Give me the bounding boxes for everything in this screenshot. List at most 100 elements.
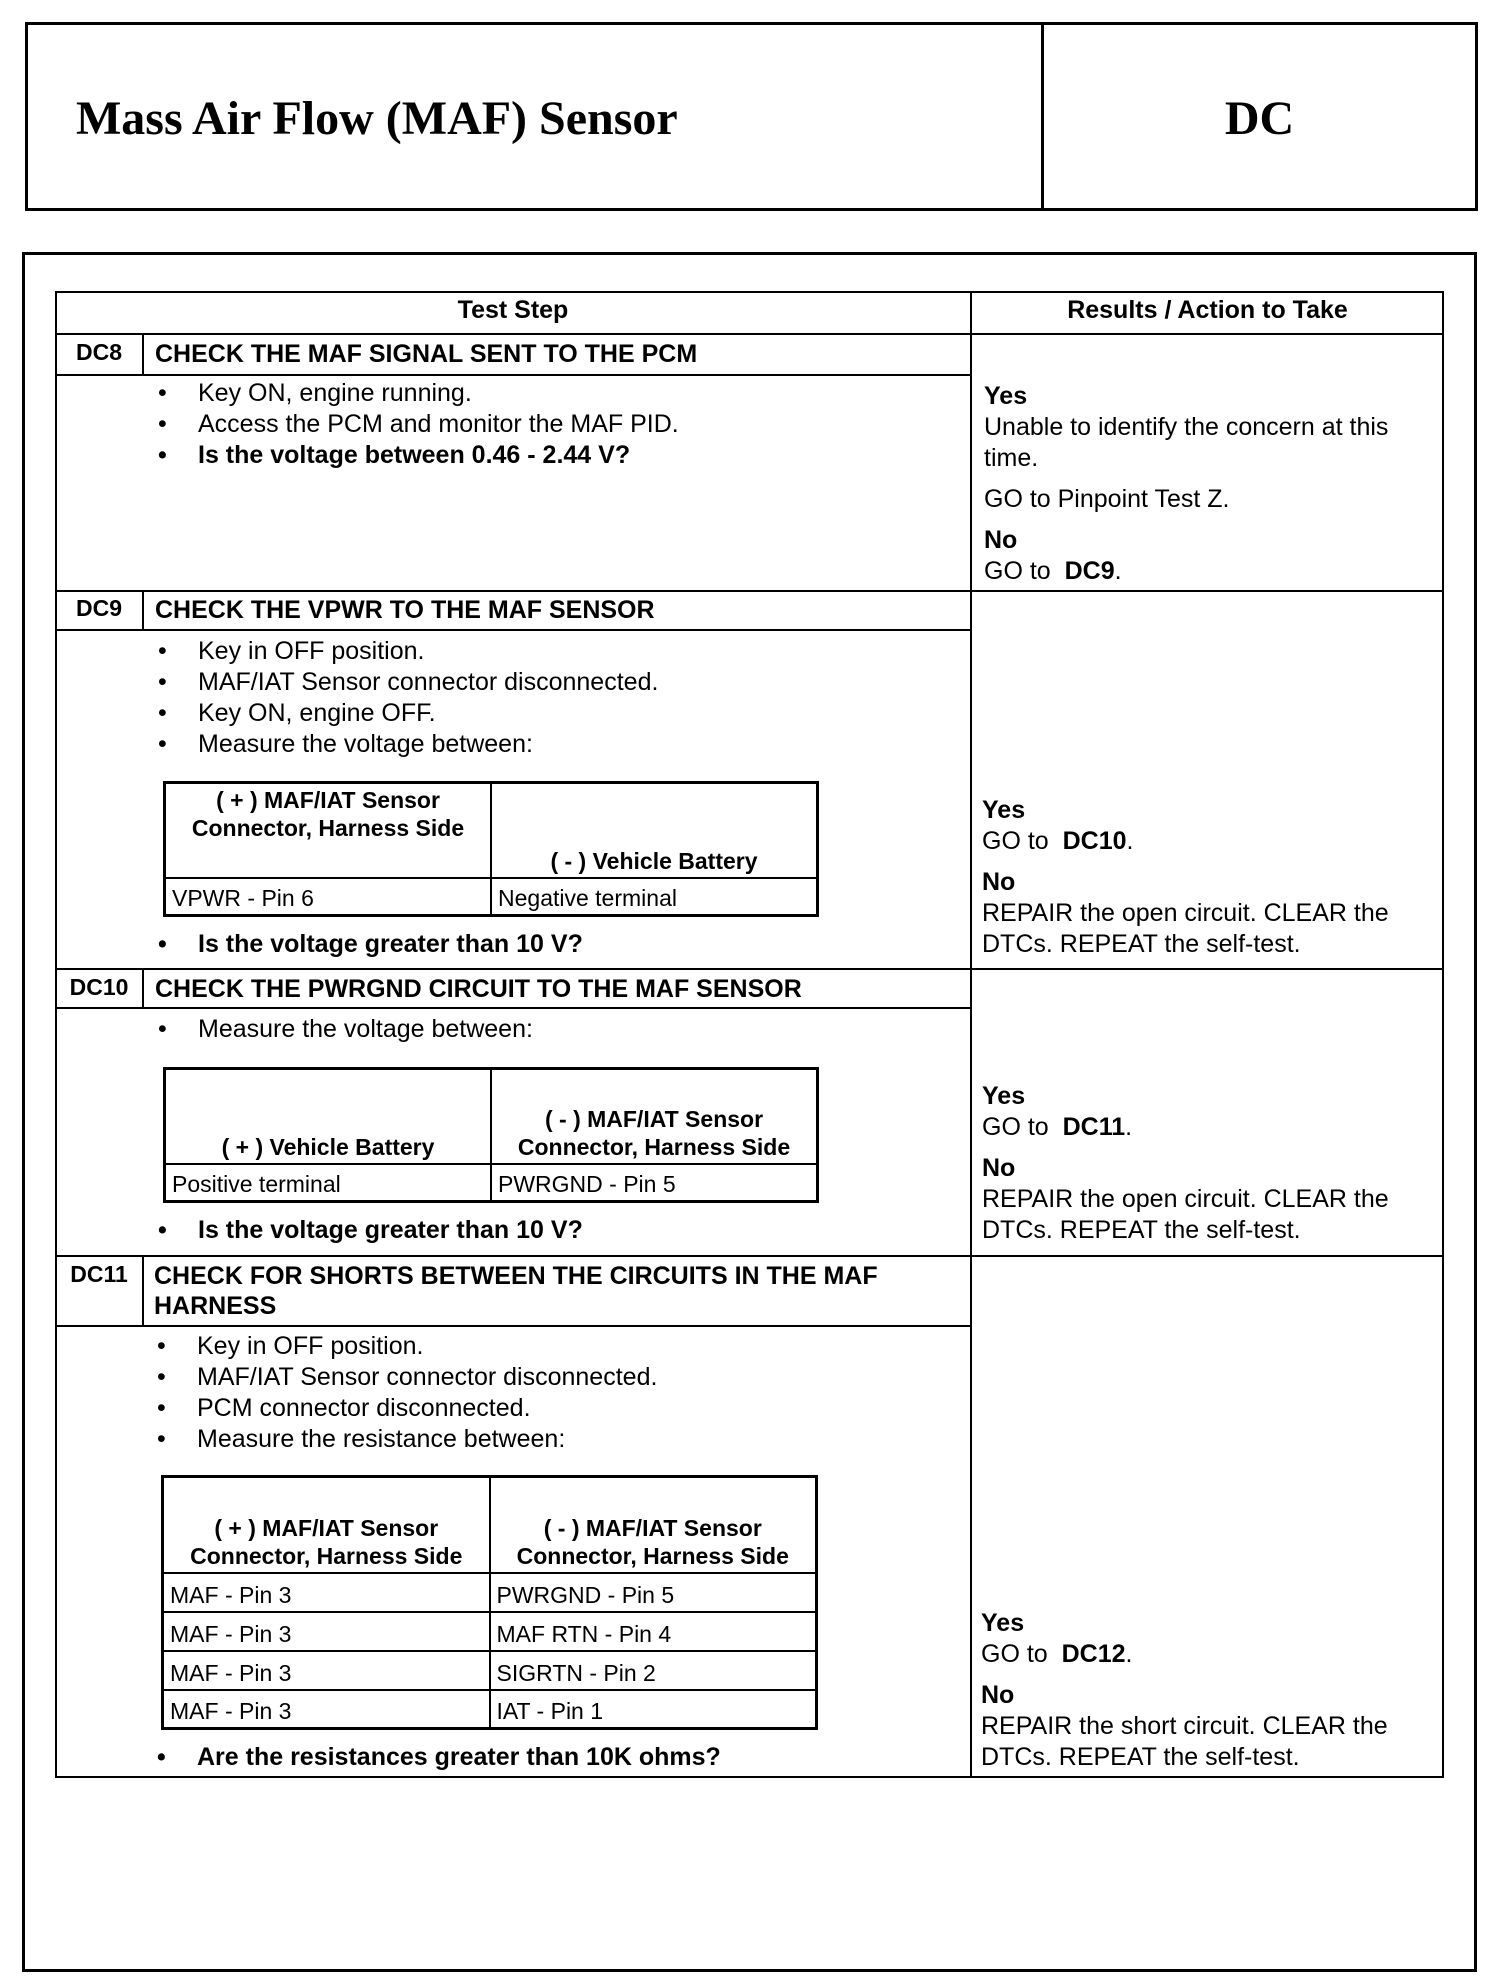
no-label: No bbox=[982, 868, 1016, 896]
step-link[interactable]: DC12 bbox=[1061, 1640, 1126, 1668]
step-link[interactable]: DC9 bbox=[1064, 557, 1115, 585]
yes-text: GO to bbox=[982, 1113, 1049, 1141]
bullet-question: Is the voltage greater than 10 V? bbox=[158, 1215, 958, 1246]
yes-action: GO to DC11. bbox=[982, 1112, 1437, 1143]
table-cell: SIGRTN - Pin 2 bbox=[488, 1649, 818, 1691]
step-bullets: Key in OFF position. MAF/IAT Sensor conn… bbox=[157, 1331, 957, 1455]
period: . bbox=[1125, 1113, 1133, 1141]
column-header-test-step: Test Step bbox=[457, 296, 569, 324]
row-line bbox=[55, 968, 1444, 970]
no-action: REPAIR the short circuit. CLEAR the DTCs… bbox=[981, 1712, 1388, 1771]
yes-action: GO to Pinpoint Test Z. bbox=[984, 485, 1230, 513]
bullet-question: Is the voltage between 0.46 - 2.44 V? bbox=[158, 440, 958, 471]
document-header: Mass Air Flow (MAF) Sensor DC bbox=[25, 22, 1478, 211]
no-label: No bbox=[981, 1681, 1015, 1709]
step-link[interactable]: DC11 bbox=[1062, 1113, 1126, 1141]
id-divider bbox=[142, 334, 144, 375]
no-label: No bbox=[984, 526, 1018, 554]
step-bullets: Key in OFF position. MAF/IAT Sensor conn… bbox=[158, 636, 958, 760]
table-header: ( + ) MAF/IAT Sensor Connector, Harness … bbox=[163, 781, 492, 879]
bullet-item: Access the PCM and monitor the MAF PID. bbox=[158, 409, 958, 440]
step-id: DC9 bbox=[75, 595, 122, 621]
measurement-table: ( + ) MAF/IAT Sensor Connector, Harness … bbox=[161, 1475, 818, 1730]
yes-text: Unable to identify the concern at this t… bbox=[984, 413, 1389, 472]
yes-text: GO to bbox=[981, 1640, 1048, 1668]
bullet-item: Key in OFF position. bbox=[158, 636, 958, 667]
measurement-table: ( + ) Vehicle Battery( - ) MAF/IAT Senso… bbox=[163, 1067, 819, 1203]
period: . bbox=[1126, 827, 1134, 855]
row-line bbox=[55, 1255, 1444, 1257]
table-cell: PWRGND - Pin 5 bbox=[490, 1162, 819, 1203]
yes-label: Yes bbox=[982, 796, 1026, 824]
bullet-item: MAF/IAT Sensor connector disconnected. bbox=[158, 667, 958, 698]
table-cell: MAF - Pin 3 bbox=[161, 1610, 491, 1652]
step-title: CHECK THE MAF SIGNAL SENT TO THE PCM bbox=[155, 340, 698, 368]
no-label: No bbox=[982, 1154, 1016, 1182]
bullet-item: Key ON, engine OFF. bbox=[158, 698, 958, 729]
table-cell: Positive terminal bbox=[163, 1162, 492, 1203]
table-cell: Negative terminal bbox=[490, 876, 819, 917]
period: . bbox=[1114, 557, 1122, 585]
yes-action: GO to DC12. bbox=[981, 1639, 1436, 1670]
bullet-item: Measure the voltage between: bbox=[158, 1014, 958, 1045]
row-line bbox=[55, 629, 971, 631]
step-result: Yes GO to DC10. No REPAIR the open circu… bbox=[982, 795, 1437, 960]
table-header: ( - ) MAF/IAT Sensor Connector, Harness … bbox=[488, 1475, 818, 1574]
step-id: DC11 bbox=[70, 1261, 128, 1287]
id-divider bbox=[142, 969, 144, 1008]
step-link[interactable]: DC10 bbox=[1062, 827, 1127, 855]
table-header: ( - ) MAF/IAT Sensor Connector, Harness … bbox=[490, 1067, 819, 1165]
id-divider bbox=[142, 1256, 144, 1326]
yes-label: Yes bbox=[982, 1082, 1026, 1110]
no-action: REPAIR the open circuit. CLEAR the DTCs.… bbox=[982, 1185, 1389, 1244]
content-frame bbox=[22, 252, 1477, 1972]
bullet-item: PCM connector disconnected. bbox=[157, 1393, 957, 1424]
table-cell: MAF - Pin 3 bbox=[161, 1649, 491, 1691]
step-result: Yes GO to DC12. No REPAIR the short circ… bbox=[981, 1608, 1436, 1773]
row-line bbox=[55, 1325, 971, 1327]
header-divider bbox=[1041, 25, 1044, 208]
yes-text: GO to bbox=[982, 827, 1049, 855]
table-cell: MAF RTN - Pin 4 bbox=[488, 1610, 818, 1652]
bullet-item: Key ON, engine running. bbox=[158, 378, 958, 409]
step-title: CHECK THE PWRGND CIRCUIT TO THE MAF SENS… bbox=[155, 975, 802, 1003]
step-question: Is the voltage greater than 10 V? bbox=[158, 929, 958, 960]
column-divider bbox=[970, 291, 972, 1778]
no-text: GO to bbox=[984, 557, 1051, 585]
step-result: Yes GO to DC11. No REPAIR the open circu… bbox=[982, 1081, 1437, 1246]
no-action: GO to DC9. bbox=[984, 556, 1434, 587]
step-id: DC10 bbox=[69, 974, 129, 1000]
id-divider bbox=[142, 591, 144, 630]
yes-label: Yes bbox=[984, 382, 1028, 410]
bullet-question: Are the resistances greater than 10K ohm… bbox=[157, 1742, 957, 1773]
no-action: REPAIR the open circuit. CLEAR the DTCs.… bbox=[982, 899, 1389, 958]
column-header-results: Results / Action to Take bbox=[1067, 296, 1348, 324]
table-cell: MAF - Pin 3 bbox=[161, 1688, 491, 1730]
table-cell: VPWR - Pin 6 bbox=[163, 876, 492, 917]
row-line bbox=[55, 333, 1444, 335]
bullet-item: Measure the resistance between: bbox=[157, 1424, 957, 1455]
bullet-question: Is the voltage greater than 10 V? bbox=[158, 929, 958, 960]
table-cell: MAF - Pin 3 bbox=[161, 1571, 491, 1613]
row-line bbox=[55, 1007, 971, 1009]
yes-action: GO to DC10. bbox=[982, 826, 1437, 857]
page-title: Mass Air Flow (MAF) Sensor bbox=[76, 92, 678, 145]
row-line bbox=[55, 374, 971, 376]
step-title: CHECK THE VPWR TO THE MAF SENSOR bbox=[155, 596, 655, 624]
measurement-table: ( + ) MAF/IAT Sensor Connector, Harness … bbox=[163, 781, 819, 917]
step-bullets: Measure the voltage between: bbox=[158, 1014, 958, 1045]
step-id: DC8 bbox=[75, 339, 122, 365]
row-line bbox=[55, 590, 1444, 592]
table-header: ( + ) MAF/IAT Sensor Connector, Harness … bbox=[161, 1475, 491, 1574]
step-result: Yes Unable to identify the concern at th… bbox=[984, 381, 1434, 587]
section-code: DC bbox=[1224, 92, 1295, 145]
yes-label: Yes bbox=[981, 1609, 1025, 1637]
step-question: Are the resistances greater than 10K ohm… bbox=[157, 1742, 957, 1773]
table-cell: PWRGND - Pin 5 bbox=[488, 1571, 818, 1613]
bullet-item: Measure the voltage between: bbox=[158, 729, 958, 760]
step-title: CHECK FOR SHORTS BETWEEN THE CIRCUITS IN… bbox=[154, 1262, 878, 1320]
step-question: Is the voltage greater than 10 V? bbox=[158, 1215, 958, 1246]
table-header: ( + ) Vehicle Battery bbox=[163, 1067, 492, 1165]
step-bullets: Key ON, engine running. Access the PCM a… bbox=[158, 378, 958, 471]
table-cell: IAT - Pin 1 bbox=[488, 1688, 818, 1730]
